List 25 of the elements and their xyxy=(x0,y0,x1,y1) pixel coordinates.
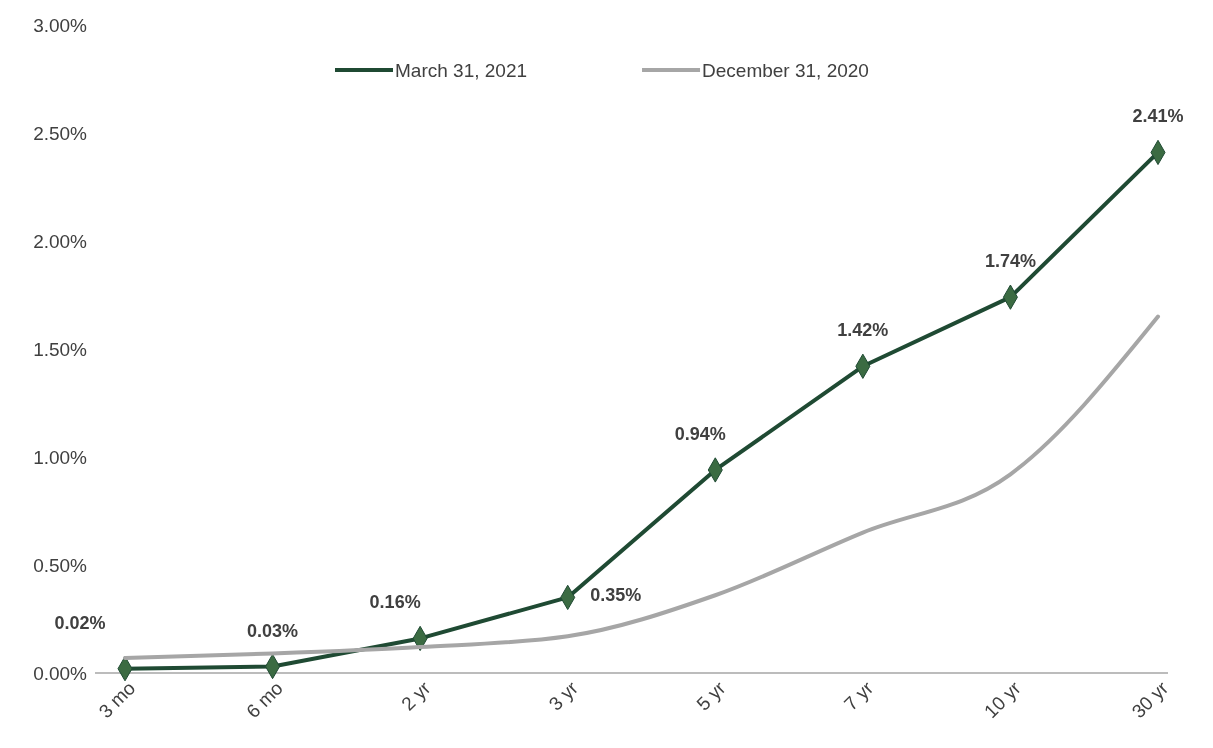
x-tick-label: 6 mo xyxy=(242,677,287,723)
y-tick-label: 0.00% xyxy=(33,662,88,684)
x-tick-label: 3 mo xyxy=(94,677,140,723)
y-tick-label: 3.00% xyxy=(33,14,88,36)
y-tick-label: 1.00% xyxy=(33,446,88,468)
y-tick-label: 1.50% xyxy=(33,338,88,360)
data-label: 0.94% xyxy=(674,423,726,444)
x-tick-label: 2 yr xyxy=(397,676,435,715)
y-tick-label: 2.00% xyxy=(33,230,88,252)
x-tick-label: 5 yr xyxy=(692,676,731,715)
data-label: 1.74% xyxy=(984,251,1036,272)
y-tick-label: 0.50% xyxy=(33,554,88,576)
x-tick-label: 7 yr xyxy=(839,676,878,715)
data-label: 2.41% xyxy=(1132,106,1184,127)
x-tick-label: 30 yr xyxy=(1127,676,1173,723)
legend-label: March 31, 2021 xyxy=(395,60,528,81)
data-label: 1.42% xyxy=(837,320,889,341)
data-label: 0.35% xyxy=(590,585,642,606)
data-label: 0.02% xyxy=(54,612,106,633)
data-label: 0.03% xyxy=(247,620,299,641)
x-tick-label: 3 yr xyxy=(544,676,583,715)
legend-label: December 31, 2020 xyxy=(702,60,869,81)
x-tick-label: 10 yr xyxy=(980,676,1026,723)
data-label: 0.16% xyxy=(369,592,421,613)
y-tick-label: 2.50% xyxy=(33,122,88,144)
